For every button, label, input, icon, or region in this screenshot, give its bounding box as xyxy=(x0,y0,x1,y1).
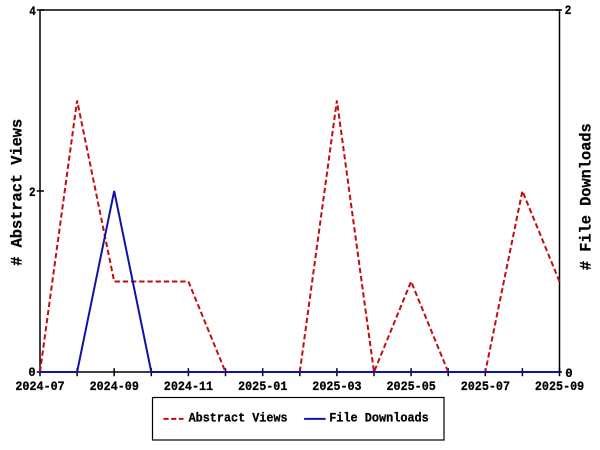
svg-text:0: 0 xyxy=(28,365,35,380)
svg-text:4: 4 xyxy=(29,4,36,19)
svg-text:2: 2 xyxy=(29,185,36,200)
svg-text:2025-01: 2025-01 xyxy=(238,379,287,394)
svg-text:2: 2 xyxy=(565,3,572,18)
svg-text:2025-03: 2025-03 xyxy=(312,379,361,394)
svg-text:2025-05: 2025-05 xyxy=(387,379,436,394)
svg-text:2024-09: 2024-09 xyxy=(90,379,139,394)
svg-text:0: 0 xyxy=(565,366,573,381)
svg-text:2025-09: 2025-09 xyxy=(535,379,584,394)
svg-text:# File Downloads: # File Downloads xyxy=(578,123,596,270)
svg-text:2024-07: 2024-07 xyxy=(15,379,64,394)
svg-text:2025-07: 2025-07 xyxy=(461,379,510,394)
svg-text:# Abstract Views: # Abstract Views xyxy=(9,119,27,266)
svg-text:File Downloads: File Downloads xyxy=(329,410,429,425)
svg-text:2024-11: 2024-11 xyxy=(164,379,213,394)
svg-text:Abstract Views: Abstract Views xyxy=(189,410,288,425)
